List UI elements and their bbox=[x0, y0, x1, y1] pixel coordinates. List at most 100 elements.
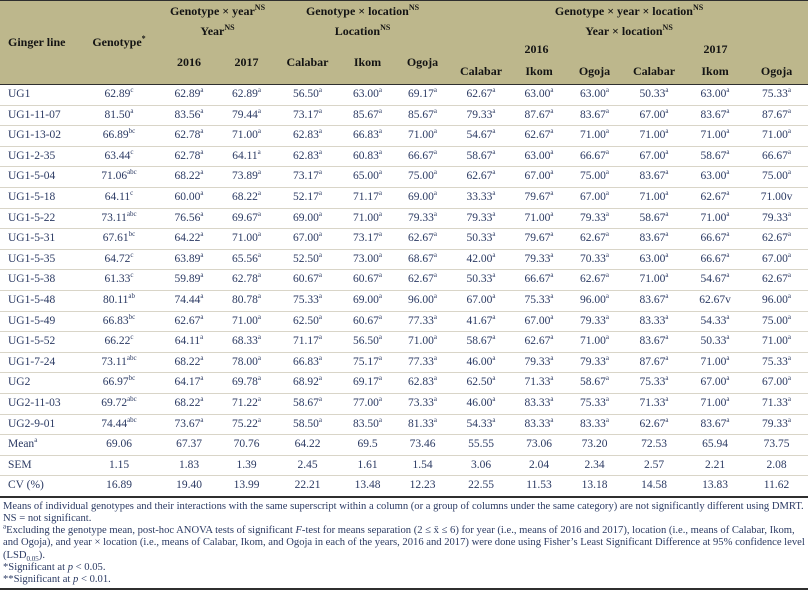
table-cell: 73.46 bbox=[395, 434, 451, 456]
table-cell: 81.33a bbox=[395, 413, 451, 435]
table-cell: 12.23 bbox=[395, 475, 451, 498]
header-year-2016: 2016 bbox=[160, 40, 218, 85]
table-cell: 62.67a bbox=[745, 269, 808, 291]
table-cell: 58.67a bbox=[275, 392, 340, 414]
table-cell: 60.83a bbox=[340, 145, 395, 167]
table-cell: 75.33a bbox=[566, 392, 624, 414]
table-cell: 33.33a bbox=[450, 186, 513, 209]
table-cell: 73.20 bbox=[566, 434, 624, 456]
row-label: UG1-5-04 bbox=[0, 166, 78, 188]
table-cell: 50.33a bbox=[623, 84, 686, 106]
table-cell: 73.75 bbox=[745, 434, 808, 456]
footnote-dmrt: Means of individual genotypes and their … bbox=[3, 500, 804, 512]
table-cell: 68.92a bbox=[275, 372, 340, 394]
table-cell: 67.00a bbox=[275, 228, 340, 250]
table-cell: 79.44a bbox=[218, 104, 275, 126]
table-row: UG1 62.89c 62.89a 62.89a 56.50a 63.00a 69.17a 6… bbox=[0, 84, 808, 106]
table-cell: 22.55 bbox=[450, 475, 513, 498]
table-cell: 75.33a bbox=[745, 84, 808, 106]
footnote-ns: NS = not significant. bbox=[3, 513, 92, 525]
table-cell: 65.56a bbox=[218, 248, 275, 270]
table-cell: 79.33a bbox=[566, 310, 624, 332]
table-cell: 55.55 bbox=[450, 434, 513, 456]
footnotes: Means of individual genotypes and their … bbox=[0, 498, 808, 590]
table-cell: 83.67a bbox=[685, 413, 746, 435]
table-cell: 59.89a bbox=[160, 269, 218, 291]
table-cell: 73.33a bbox=[395, 392, 451, 414]
table-cell: 71.00a bbox=[623, 269, 686, 291]
table-row: UG1-5-52 66.22c 64.11a 68.33a 71.17a 56.50a 71… bbox=[0, 331, 808, 353]
table-cell: 64.11a bbox=[218, 145, 275, 167]
table-cell: 73.17a bbox=[275, 166, 340, 188]
table-row: UG1-5-35 64.72c 63.89a 65.56a 52.50a 73.00a 68… bbox=[0, 248, 808, 270]
table-cell: 67.00a bbox=[450, 289, 513, 312]
table-cell: 62.67a bbox=[450, 166, 513, 188]
table-cell: 69.17a bbox=[395, 84, 451, 106]
header-year-x-location: Year × locationNS bbox=[450, 21, 808, 41]
table-cell: 71.00a bbox=[685, 351, 746, 373]
table-cell: 62.89a bbox=[160, 84, 218, 106]
table-cell: 68.67a bbox=[395, 248, 451, 270]
table-cell: 79.67a bbox=[512, 186, 567, 209]
table-cell: 63.00a bbox=[340, 84, 395, 106]
table-cell: 64.11a bbox=[160, 331, 218, 353]
table-row: UG1-7-24 73.11abc 68.22a 78.00a 66.83a 75.17a… bbox=[0, 351, 808, 373]
table-cell: 76.56a bbox=[160, 207, 218, 229]
row-label: UG1-2-35 bbox=[0, 145, 78, 167]
table-cell: 66.67a bbox=[512, 269, 567, 291]
anova-results-table: Ginger line Genotype* Genotype × yearNS … bbox=[0, 0, 808, 498]
table-cell: 58.50a bbox=[275, 413, 340, 435]
table-cell: 60.00a bbox=[160, 186, 218, 209]
row-label: UG1-7-24 bbox=[0, 351, 78, 373]
table-cell: 2.21 bbox=[685, 454, 746, 476]
table-row: UG1-5-31 67.61bc 64.22a 71.00a 67.00a 73.17a 6… bbox=[0, 228, 808, 250]
footnote-a: aExcluding the genotype mean, post-hoc A… bbox=[3, 522, 805, 563]
table-cell: 83.67a bbox=[623, 289, 686, 312]
table-cell: 66.83a bbox=[275, 351, 340, 373]
table-cell: 73.89a bbox=[218, 166, 275, 188]
table-cell: 62.67a bbox=[450, 84, 513, 106]
header-2016-ikom: Ikom bbox=[512, 58, 567, 85]
table-cell: 71.00a bbox=[512, 207, 567, 229]
table-cell: 66.67a bbox=[745, 145, 808, 167]
table-cell: 64.11c bbox=[78, 186, 160, 209]
table-cell: 71.00a bbox=[340, 207, 395, 229]
table-row: UG1-13-02 66.89bc 62.78a 71.00a 62.83a 66.83a… bbox=[0, 125, 808, 147]
table-row: UG2-11-03 69.72abc 68.22a 71.22a 58.67a 77.00… bbox=[0, 392, 808, 414]
table-cell: 77.33a bbox=[395, 351, 451, 373]
table-cell: 11.62 bbox=[745, 475, 808, 498]
table-cell: 83.67a bbox=[623, 166, 686, 188]
table-cell: 71.00a bbox=[218, 125, 275, 147]
table-cell: 2.04 bbox=[512, 454, 567, 476]
table-cell: 1.39 bbox=[218, 454, 275, 476]
header-genotype: Genotype* bbox=[78, 0, 160, 85]
table-cell: 13.48 bbox=[340, 475, 395, 498]
table-cell: 68.22a bbox=[160, 351, 218, 373]
table-cell: 71.17a bbox=[275, 331, 340, 353]
table-cell: 75.17a bbox=[340, 351, 395, 373]
header-group-2017: 2017 bbox=[623, 40, 808, 59]
table-cell: 96.00a bbox=[745, 289, 808, 312]
row-label: UG1-5-18 bbox=[0, 186, 78, 209]
table-cell: 19.40 bbox=[160, 475, 218, 498]
table-cell: 83.67a bbox=[566, 104, 624, 126]
table-cell: 71.00a bbox=[395, 125, 451, 147]
table-row: UG1-5-04 71.06abc 68.22a 73.89a 73.17a 65.00a… bbox=[0, 166, 808, 188]
table-cell: 60.67a bbox=[340, 269, 395, 291]
table-cell: 16.89 bbox=[78, 475, 160, 498]
header-genotype-x-year-x-location: Genotype × year × locationNS bbox=[450, 0, 808, 22]
table-cell: 63.00a bbox=[623, 248, 686, 270]
table-cell: 87.67a bbox=[745, 104, 808, 126]
table-cell: 54.33a bbox=[450, 413, 513, 435]
table-cell: 73.11abc bbox=[78, 207, 160, 229]
table-cell: 62.67a bbox=[566, 228, 624, 250]
table-cell: 66.67a bbox=[685, 228, 746, 250]
table-cell: 56.50a bbox=[340, 331, 395, 353]
row-label: UG2-11-03 bbox=[0, 392, 78, 414]
table-cell: 1.83 bbox=[160, 454, 218, 476]
header-year-2017: 2017 bbox=[218, 40, 275, 85]
table-cell: 66.67a bbox=[395, 145, 451, 167]
table-cell: 80.11ab bbox=[78, 289, 160, 312]
table-cell: 69.78a bbox=[218, 372, 275, 394]
table-cell: 63.00a bbox=[566, 84, 624, 106]
